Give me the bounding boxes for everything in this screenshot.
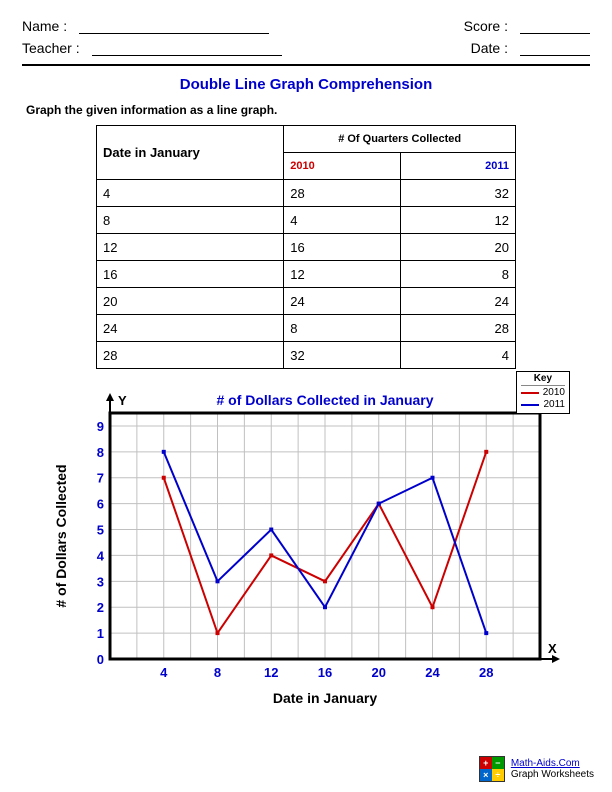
cell-series-a: 8 (284, 315, 401, 342)
svg-text:7: 7 (97, 471, 104, 486)
cell-date: 24 (97, 315, 284, 342)
svg-text:Y: Y (118, 393, 127, 408)
table-row: 8412 (97, 207, 516, 234)
svg-text:5: 5 (97, 523, 104, 538)
svg-text:1: 1 (97, 626, 104, 641)
cell-series-a: 4 (284, 207, 401, 234)
cell-series-a: 32 (284, 342, 401, 369)
svg-text:0: 0 (97, 652, 104, 667)
svg-text:24: 24 (425, 665, 440, 680)
svg-text:2: 2 (97, 600, 104, 615)
table-row: 24828 (97, 315, 516, 342)
name-blank (79, 19, 269, 34)
date-blank (520, 41, 590, 56)
table-row: 16128 (97, 261, 516, 288)
svg-text:12: 12 (264, 665, 278, 680)
footer-brand: Math-Aids.Com (511, 758, 594, 769)
svg-text:8: 8 (214, 665, 221, 680)
cell-series-a: 16 (284, 234, 401, 261)
table-row: 121620 (97, 234, 516, 261)
legend-item: 2010 (521, 387, 565, 399)
legend-item: 2011 (521, 399, 565, 411)
cell-series-b: 4 (401, 342, 516, 369)
cell-series-b: 28 (401, 315, 516, 342)
footer: +−×÷ Math-Aids.Com Graph Worksheets (479, 756, 594, 782)
cell-series-a: 24 (284, 288, 401, 315)
cell-series-b: 12 (401, 207, 516, 234)
table-row: 202424 (97, 288, 516, 315)
svg-text:# of Dollars Collected: # of Dollars Collected (53, 464, 69, 607)
footer-subtitle: Graph Worksheets (511, 769, 594, 780)
svg-text:4: 4 (160, 665, 168, 680)
table-row: 42832 (97, 180, 516, 207)
table-col2-header: # Of Quarters Collected (284, 126, 516, 153)
svg-text:4: 4 (97, 548, 105, 563)
svg-text:3: 3 (97, 574, 104, 589)
cell-date: 28 (97, 342, 284, 369)
cell-series-b: 32 (401, 180, 516, 207)
date-label: Date : (471, 40, 508, 56)
svg-text:20: 20 (372, 665, 386, 680)
line-chart: YX# of Dollars Collected in January01234… (48, 379, 568, 709)
cell-date: 16 (97, 261, 284, 288)
header-separator (22, 64, 590, 66)
table-series-a-header: 2010 (284, 153, 401, 180)
chart-legend: Key 20102011 (516, 371, 570, 414)
cell-date: 4 (97, 180, 284, 207)
table-row: 28324 (97, 342, 516, 369)
instruction-text: Graph the given information as a line gr… (26, 103, 590, 117)
cell-series-b: 20 (401, 234, 516, 261)
chart-container: Key 20102011 YX# of Dollars Collected in… (48, 379, 572, 714)
cell-series-a: 12 (284, 261, 401, 288)
cell-series-a: 28 (284, 180, 401, 207)
table-series-b-header: 2011 (401, 153, 516, 180)
data-table: Date in January # Of Quarters Collected … (96, 125, 516, 369)
teacher-label: Teacher : (22, 40, 80, 56)
footer-logo-icon: +−×÷ (479, 756, 505, 782)
svg-text:28: 28 (479, 665, 493, 680)
name-label: Name : (22, 18, 67, 34)
cell-series-b: 24 (401, 288, 516, 315)
cell-date: 8 (97, 207, 284, 234)
teacher-blank (92, 41, 282, 56)
table-col1-header: Date in January (97, 126, 284, 180)
cell-series-b: 8 (401, 261, 516, 288)
score-label: Score : (464, 18, 508, 34)
svg-text:6: 6 (97, 497, 104, 512)
score-blank (520, 19, 590, 34)
svg-text:16: 16 (318, 665, 332, 680)
svg-text:8: 8 (97, 445, 104, 460)
cell-date: 12 (97, 234, 284, 261)
legend-title: Key (521, 373, 565, 386)
page-title: Double Line Graph Comprehension (22, 76, 590, 93)
cell-date: 20 (97, 288, 284, 315)
svg-text:Date in January: Date in January (273, 690, 377, 706)
svg-text:# of Dollars Collected in Janu: # of Dollars Collected in January (216, 392, 433, 408)
svg-text:X: X (548, 641, 557, 656)
svg-text:9: 9 (97, 419, 104, 434)
